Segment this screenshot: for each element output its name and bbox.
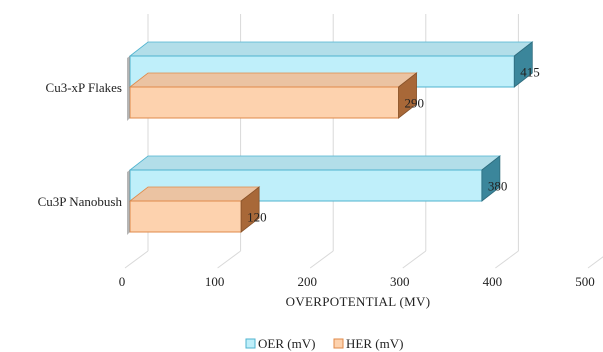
x-tick-label: 300 xyxy=(390,274,410,289)
bars: 415 290 380 120 xyxy=(127,41,540,235)
legend: OER (mV) HER (mV) xyxy=(245,336,403,351)
bar xyxy=(128,186,261,233)
legend-item: OER (mV) xyxy=(245,336,315,351)
data-label: 120 xyxy=(247,210,267,225)
legend-swatch xyxy=(245,338,256,349)
x-tick-label: 0 xyxy=(119,274,126,289)
x-tick-label: 500 xyxy=(575,274,595,289)
category-label: Cu3P Nanobush xyxy=(38,194,123,209)
bar xyxy=(128,72,418,119)
x-tick-label: 100 xyxy=(205,274,225,289)
x-tick-label: 400 xyxy=(483,274,503,289)
legend-label: HER (mV) xyxy=(346,336,403,351)
x-axis-title: OVERPOTENTIAL (MV) xyxy=(286,294,431,309)
category-labels: Cu3-xP Flakes Cu3P Nanobush xyxy=(38,80,123,209)
category-label: Cu3-xP Flakes xyxy=(46,80,122,95)
x-tick-label: 200 xyxy=(297,274,317,289)
legend-item: HER (mV) xyxy=(333,336,403,351)
data-label: 380 xyxy=(488,179,508,194)
bar-group-shadow xyxy=(127,170,130,235)
data-label: 290 xyxy=(405,96,425,111)
legend-label: OER (mV) xyxy=(258,336,315,351)
legend-swatch xyxy=(333,338,344,349)
gridline xyxy=(587,256,603,269)
bar-group-shadow xyxy=(127,56,130,121)
data-label: 415 xyxy=(520,65,540,80)
x-tick-labels: 0 100 200 300 400 500 xyxy=(119,274,595,289)
